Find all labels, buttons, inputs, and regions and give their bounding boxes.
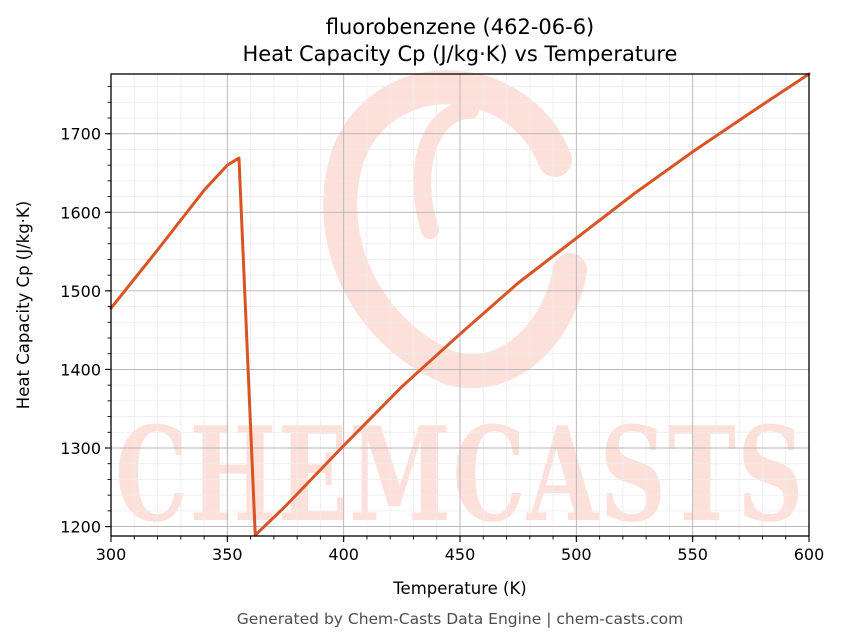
y-axis-label: Heat Capacity Cp (J/kg·K) bbox=[14, 201, 33, 409]
x-tick-label: 550 bbox=[677, 545, 708, 564]
y-tick-labels: 1200 1300 1400 1500 1600 1700 bbox=[60, 125, 101, 537]
x-tick-label: 400 bbox=[328, 545, 359, 564]
chart-subtitle: Heat Capacity Cp (J/kg·K) vs Temperature bbox=[243, 42, 678, 66]
x-tick-label: 300 bbox=[96, 545, 127, 564]
y-tick-label: 1600 bbox=[60, 203, 101, 222]
footer-credit: Generated by Chem-Casts Data Engine | ch… bbox=[237, 610, 683, 628]
x-tick-labels: 300 350 400 450 500 550 600 bbox=[96, 545, 825, 564]
x-axis-label: Temperature (K) bbox=[392, 579, 526, 598]
y-tick-label: 1500 bbox=[60, 282, 101, 301]
watermark: CHEMCASTS bbox=[115, 70, 805, 551]
watermark-text: CHEMCASTS bbox=[115, 398, 805, 551]
y-tick-label: 1400 bbox=[60, 360, 101, 379]
x-tick-label: 450 bbox=[445, 545, 476, 564]
x-tick-label: 600 bbox=[794, 545, 825, 564]
axis-ticks bbox=[105, 86, 810, 542]
y-tick-label: 1300 bbox=[60, 439, 101, 458]
x-tick-label: 500 bbox=[561, 545, 592, 564]
watermark-swirl-icon bbox=[323, 70, 587, 389]
x-tick-label: 350 bbox=[212, 545, 243, 564]
y-tick-label: 1700 bbox=[60, 125, 101, 144]
y-tick-label: 1200 bbox=[60, 518, 101, 537]
series-layer bbox=[109, 72, 811, 537]
chart-title: fluorobenzene (462-06-6) bbox=[326, 15, 595, 39]
series-line-1 bbox=[109, 72, 811, 537]
